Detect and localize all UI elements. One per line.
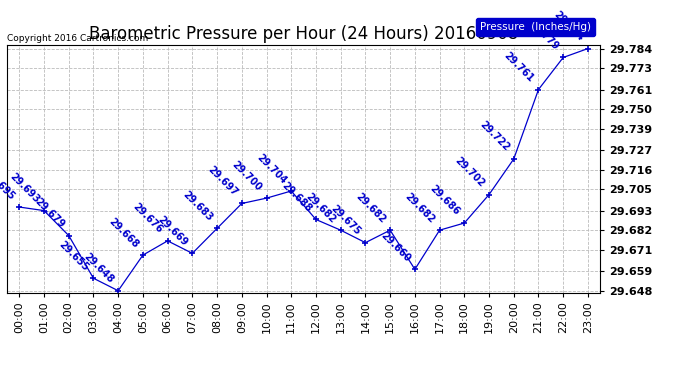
Text: 29.693: 29.693 <box>8 171 41 205</box>
Pressure  (Inches/Hg) <box>435 228 444 232</box>
Pressure  (Inches/Hg) <box>337 228 345 232</box>
Text: 29.695: 29.695 <box>0 168 17 201</box>
Text: 29.761: 29.761 <box>502 50 535 84</box>
Text: 29.784: 29.784 <box>551 9 585 43</box>
Pressure  (Inches/Hg) <box>584 46 592 51</box>
Pressure  (Inches/Hg) <box>510 157 518 161</box>
Pressure  (Inches/Hg) <box>40 209 48 213</box>
Text: 29.675: 29.675 <box>329 204 363 237</box>
Text: 29.668: 29.668 <box>106 216 140 249</box>
Pressure  (Inches/Hg) <box>485 192 493 197</box>
Title: Barometric Pressure per Hour (24 Hours) 20160908: Barometric Pressure per Hour (24 Hours) … <box>89 26 518 44</box>
Pressure  (Inches/Hg) <box>213 226 221 231</box>
Pressure  (Inches/Hg) <box>287 189 295 193</box>
Pressure  (Inches/Hg) <box>65 233 73 238</box>
Text: 29.704: 29.704 <box>255 152 288 186</box>
Pressure  (Inches/Hg) <box>362 240 370 245</box>
Pressure  (Inches/Hg) <box>559 55 567 60</box>
Text: 29.682: 29.682 <box>304 191 338 225</box>
Text: 29.655: 29.655 <box>57 239 90 273</box>
Pressure  (Inches/Hg) <box>411 267 419 272</box>
Pressure  (Inches/Hg) <box>15 205 23 209</box>
Pressure  (Inches/Hg) <box>188 251 197 256</box>
Pressure  (Inches/Hg) <box>534 87 542 92</box>
Text: 29.682: 29.682 <box>354 191 387 225</box>
Text: 29.697: 29.697 <box>206 164 239 198</box>
Text: 29.683: 29.683 <box>181 189 215 223</box>
Text: 29.682: 29.682 <box>403 191 437 225</box>
Text: 29.679: 29.679 <box>32 196 66 230</box>
Pressure  (Inches/Hg) <box>460 221 469 225</box>
Text: 29.700: 29.700 <box>230 159 264 193</box>
Text: 29.779: 29.779 <box>527 18 560 52</box>
Pressure  (Inches/Hg) <box>262 196 270 200</box>
Text: Copyright 2016 Cartronics.com: Copyright 2016 Cartronics.com <box>7 33 148 42</box>
Text: 29.702: 29.702 <box>453 155 486 189</box>
Text: 29.722: 29.722 <box>477 120 511 153</box>
Text: 29.676: 29.676 <box>131 202 165 235</box>
Pressure  (Inches/Hg) <box>139 253 147 257</box>
Text: 29.688: 29.688 <box>279 180 313 214</box>
Pressure  (Inches/Hg) <box>164 238 172 243</box>
Pressure  (Inches/Hg) <box>312 217 320 222</box>
Text: 29.686: 29.686 <box>428 184 462 218</box>
Pressure  (Inches/Hg) <box>89 276 97 280</box>
Pressure  (Inches/Hg) <box>386 228 394 232</box>
Line: Pressure  (Inches/Hg): Pressure (Inches/Hg) <box>16 45 591 294</box>
Pressure  (Inches/Hg) <box>237 201 246 206</box>
Legend: Pressure  (Inches/Hg): Pressure (Inches/Hg) <box>476 18 595 36</box>
Text: 29.660: 29.660 <box>379 230 412 264</box>
Pressure  (Inches/Hg) <box>114 288 122 293</box>
Text: 29.648: 29.648 <box>81 252 115 285</box>
Text: 29.669: 29.669 <box>156 214 190 248</box>
